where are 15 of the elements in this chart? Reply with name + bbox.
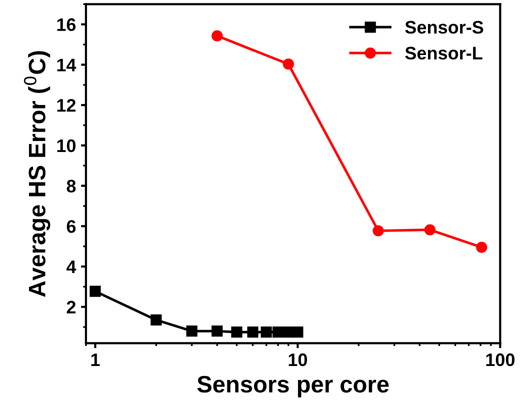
y-tick-label: 10 — [57, 139, 76, 152]
x-tick-label: 1 — [91, 354, 100, 366]
y-tick-label: 6 — [66, 220, 76, 233]
x-tick-label: 100 — [486, 353, 514, 366]
y-tick-label: 8 — [66, 180, 76, 193]
legend-label: Sensor-L — [405, 46, 482, 60]
legend-label: Sensor-S — [405, 20, 484, 34]
y-tick-label: 12 — [57, 99, 76, 112]
y-tick-label: 16 — [57, 18, 76, 32]
y-tick-label: 2 — [66, 300, 76, 314]
y-tick-label: 4 — [66, 260, 76, 274]
x-axis-title: Sensors per core — [197, 376, 389, 398]
y-axis-title: Average HS Error ($^{0}$C) — [24, 51, 50, 297]
x-tick-label: 10 — [288, 353, 307, 366]
y-tick-label: 14 — [57, 58, 76, 72]
